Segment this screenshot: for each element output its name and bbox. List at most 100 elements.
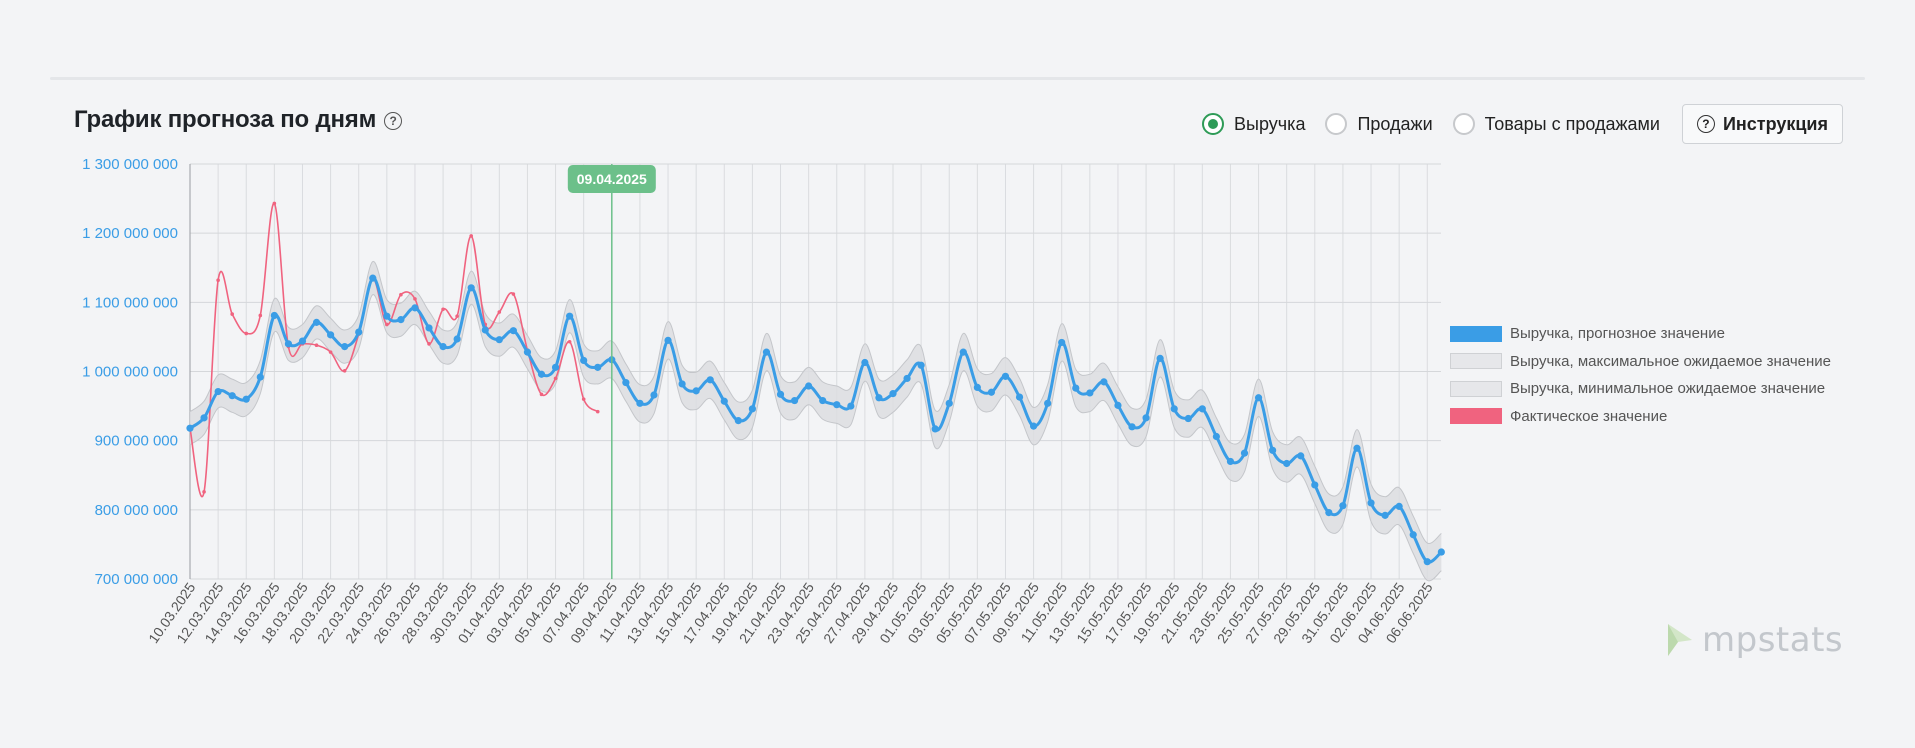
- legend-label-min: Выручка, минимальное ожидаемое значение: [1510, 380, 1826, 398]
- forecast-point: [1409, 531, 1417, 539]
- forecast-point: [1381, 511, 1389, 519]
- y-tick-label: 900 000 000: [95, 433, 178, 450]
- forecast-point: [284, 340, 293, 348]
- forecast-point: [903, 374, 911, 383]
- forecast-point: [987, 388, 996, 396]
- forecast-point: [425, 324, 433, 332]
- chart-header: График прогноза по дням ?: [74, 106, 403, 134]
- forecast-point: [1240, 449, 1249, 457]
- forecast-point: [1058, 338, 1066, 347]
- forecast-point: [1170, 405, 1178, 413]
- forecast-point: [819, 396, 827, 405]
- forecast-point: [1156, 354, 1164, 362]
- forecast-point: [1311, 481, 1319, 489]
- forecast-point: [1100, 378, 1108, 386]
- forecast-point: [1283, 459, 1291, 468]
- forecast-point: [1254, 394, 1263, 402]
- legend-item-forecast[interactable]: Выручка, прогнозное значение: [1450, 320, 1831, 348]
- forecast-point: [1437, 548, 1445, 556]
- forecast-point: [256, 373, 264, 381]
- forecast-point: [453, 335, 461, 343]
- forecast-point: [439, 343, 447, 351]
- radio-products-label: Товары с продажами: [1484, 113, 1660, 134]
- actual-point: [258, 313, 263, 318]
- forecast-point: [200, 414, 208, 422]
- actual-point: [553, 376, 558, 381]
- legend-swatch-max: [1450, 353, 1502, 370]
- forecast-point: [622, 378, 630, 387]
- actual-point: [413, 297, 417, 301]
- actual-point: [385, 322, 389, 327]
- forecast-point: [481, 326, 489, 334]
- forecast-point: [270, 311, 278, 320]
- forecast-point: [748, 405, 757, 413]
- forecast-point: [692, 387, 700, 395]
- actual-point: [342, 369, 347, 373]
- radio-unchecked-icon: [1452, 113, 1475, 135]
- question-icon: ?: [1696, 115, 1715, 133]
- legend-label-forecast: Выручка, прогнозное значение: [1510, 325, 1725, 343]
- forecast-point: [242, 395, 250, 403]
- actual-point: [581, 397, 586, 401]
- actual-point: [427, 342, 431, 346]
- min-expected-line: [189, 294, 1442, 582]
- legend-item-min[interactable]: Выручка, минимальное ожидаемое значение: [1450, 375, 1831, 403]
- actual-point: [328, 350, 333, 354]
- forecast-point: [706, 376, 714, 384]
- y-tick-label: 1 000 000 000: [82, 364, 178, 381]
- forecast-point: [580, 356, 588, 365]
- forecast-point: [566, 312, 574, 320]
- radio-unchecked-icon: [1325, 113, 1348, 135]
- forecast-point: [1226, 457, 1235, 466]
- forecast-point: [1212, 432, 1220, 441]
- y-tick-label: 1 100 000 000: [82, 294, 178, 311]
- actual-point: [539, 392, 544, 397]
- forecast-point: [523, 348, 532, 356]
- actual-point: [595, 409, 600, 414]
- forecast-point: [594, 363, 602, 371]
- forecast-point: [636, 399, 644, 407]
- actual-point: [455, 314, 459, 318]
- y-tick-label: 1 200 000 000: [82, 225, 178, 242]
- forecast-point: [1030, 422, 1038, 430]
- question-icon[interactable]: ?: [384, 112, 403, 130]
- today-marker-label: 09.04.2025: [577, 171, 647, 187]
- forecast-point: [1044, 399, 1052, 407]
- forecast-point: [889, 390, 897, 398]
- legend-label-max: Выручка, максимальное ожидаемое значение: [1510, 352, 1831, 370]
- forecast-point: [945, 399, 953, 407]
- radio-sales-label: Продажи: [1357, 113, 1433, 134]
- actual-point: [216, 278, 220, 283]
- forecast-point: [678, 380, 686, 388]
- legend-item-max[interactable]: Выручка, максимальное ожидаемое значение: [1450, 348, 1831, 376]
- forecast-point: [228, 392, 236, 400]
- forecast-point: [1072, 384, 1080, 392]
- forecast-point: [1015, 393, 1024, 401]
- radio-checked-icon: [1202, 113, 1225, 135]
- forecast-point: [1086, 389, 1094, 397]
- forecast-point: [1001, 372, 1010, 380]
- y-tick-label: 800 000 000: [95, 502, 178, 519]
- instruction-button[interactable]: ? Инструкция: [1681, 104, 1843, 144]
- forecast-point: [931, 425, 939, 433]
- actual-point: [272, 201, 277, 206]
- chart-legend: Выручка, прогнозное значение Выручка, ма…: [1450, 320, 1831, 430]
- forecast-point: [1297, 452, 1305, 460]
- instruction-button-label: Инструкция: [1722, 113, 1828, 134]
- radio-products-with-sales[interactable]: Товары с продажами: [1452, 113, 1660, 135]
- forecast-point: [762, 348, 771, 356]
- legend-item-actual[interactable]: Фактическое значение: [1450, 403, 1831, 431]
- actual-point: [567, 339, 572, 344]
- forecast-point: [1339, 502, 1347, 510]
- forecast-point: [341, 343, 349, 351]
- forecast-point: [1142, 414, 1150, 422]
- legend-label-actual: Фактическое значение: [1510, 407, 1668, 425]
- forecast-point: [1325, 508, 1333, 517]
- forecast-point: [776, 390, 785, 398]
- forecast-point: [383, 312, 391, 320]
- radio-revenue[interactable]: Выручка: [1202, 113, 1305, 135]
- forecast-point: [959, 348, 967, 356]
- radio-sales[interactable]: Продажи: [1325, 113, 1433, 135]
- y-tick-label: 1 300 000 000: [82, 156, 178, 173]
